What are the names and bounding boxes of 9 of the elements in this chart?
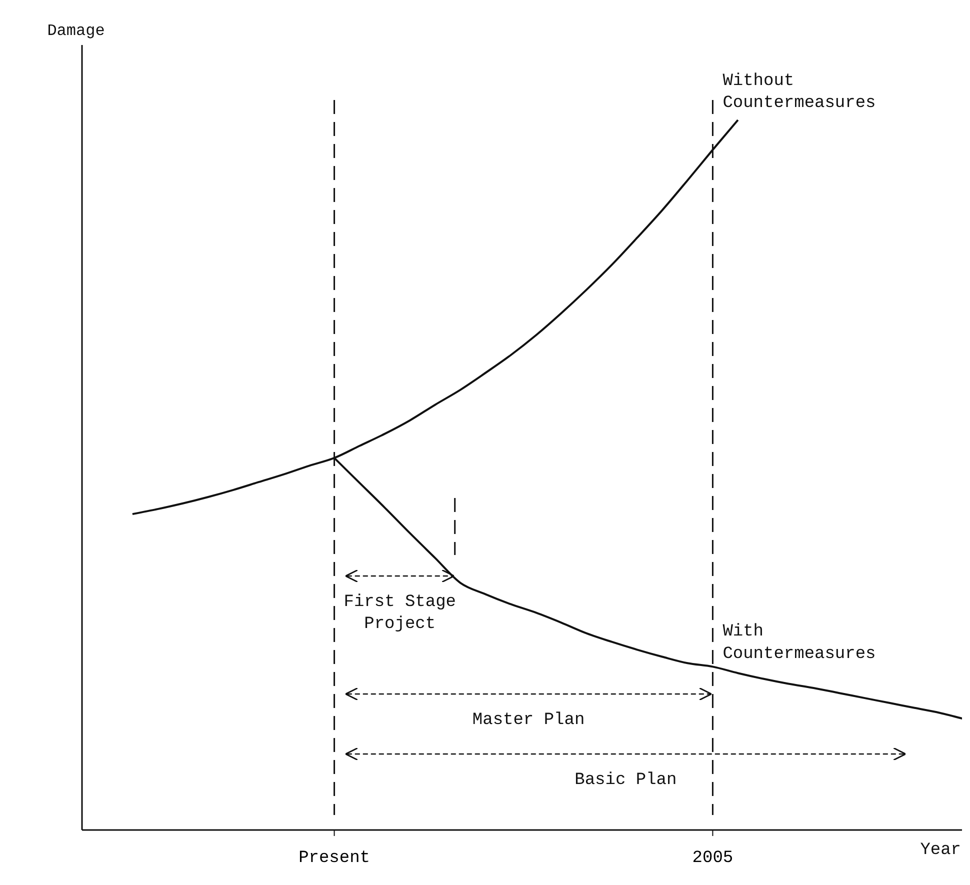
annotation: First Stage Project (344, 593, 456, 634)
annotation: Master Plan (472, 711, 585, 730)
x-axis-title: Year (920, 841, 961, 860)
series-label: With Countermeasures (722, 622, 876, 664)
series-label: Without Countermeasures (722, 72, 876, 114)
y-axis-title: Damage (47, 22, 105, 40)
x-tick-label: Present (298, 849, 370, 868)
x-tick-label: 2005 (692, 849, 734, 868)
annotation: Basic Plan (574, 771, 677, 790)
